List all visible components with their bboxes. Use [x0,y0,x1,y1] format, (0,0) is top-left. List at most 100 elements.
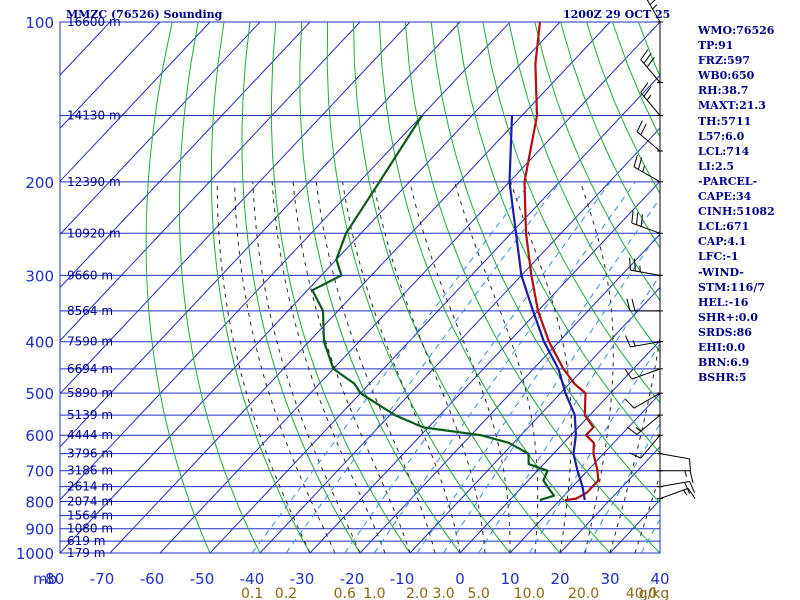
index-item: CAP:4.1 [698,235,747,249]
wind-barb-flag [626,426,638,435]
isotherm--110 [60,22,411,395]
dry-adiabat [270,22,411,553]
dry-adiabat [145,22,211,553]
index-item: LI:2.5 [698,159,735,173]
wind-barb-flag [625,398,635,409]
wind-barb-flag [687,488,696,499]
dry-adiabat [534,22,660,302]
mixing-ratio-labels: 0.1 0.2 0.6 1.0 2.0 3.0 5.0 10.0 20.0 40.0g/kg [241,586,669,600]
moist-adiabat [252,181,361,553]
wind-barb-flag [631,298,636,312]
temp-label-30: 30 [600,570,619,588]
pressure-label-300: 300 [25,267,54,285]
index-item: FRZ:597 [698,54,751,68]
wind-barb-half-flag [683,489,688,496]
wind-barb-half-flag [635,427,642,432]
isotherm--150 [60,22,211,183]
index-item: L57:6.0 [698,129,745,143]
isotherm--130 [60,22,311,289]
dry-adiabat [378,22,611,553]
wind-barb-flag [640,123,647,136]
pressure-label-200: 200 [25,174,54,192]
pressure-label-500: 500 [25,385,54,403]
wind-barb [657,480,696,494]
height-label: 14130 m [67,109,121,123]
index-item: -PARCEL- [698,174,758,188]
wind-barb [657,487,696,500]
wind-barb-flag [689,458,691,472]
stability-indices: WMO:76526 TP:91 FRZ:597 WB0:650 RH:38.7 MAXT:… [698,23,775,385]
wind-barb [625,392,663,409]
isotherm--20 [359,233,660,553]
moist-adiabat [579,181,614,553]
wind-barb [657,470,694,483]
moist-adiabat [609,181,660,553]
height-label: 179 m [67,546,105,560]
mixing-ratio-label-0.6: 0.6 [334,586,356,600]
wind-barb [629,257,663,276]
mixing-ratio-label-0.2: 0.2 [275,586,297,600]
mixing-ratio-line-0.2 [285,181,561,553]
temp-label--50: -50 [190,570,215,588]
height-label: 16600 m [67,15,121,29]
index-item: -WIND- [698,265,744,279]
wind-barb [624,368,663,380]
isotherm--190 [0,22,10,553]
pressure-grid [59,21,661,554]
isotherm--140 [60,22,261,236]
wind-barb-half-flag [632,340,636,347]
wind-barb-half-flag [684,470,687,477]
moist-adiabat [342,181,461,553]
mixing-ratio-label-5: 5.0 [467,586,489,600]
temp-label--10: -10 [390,570,415,588]
wind-barb-staff [633,392,661,409]
wind-barb-flag [634,258,636,272]
isotherm--80 [60,22,561,553]
wind-barb-flag [689,470,694,483]
temperature-trace [523,22,600,502]
mixing-ratio-line-5 [478,274,660,553]
sounding-traces [311,22,600,502]
mixing-ratio-label-40: 40.0 [626,586,657,600]
index-item: SRDS:86 [698,325,752,339]
height-label: 9660 m [67,268,113,282]
index-item: BSHR:5 [698,371,747,385]
dry-adiabat [210,22,311,553]
height-label: 7590 m [67,335,113,349]
wind-barb [633,154,663,183]
wind-barb-flag [624,335,631,348]
wind-barb-flag [640,82,649,93]
height-label: 2074 m [67,495,113,509]
index-item: STM:116/7 [698,280,765,294]
dry-adiabat [482,22,660,404]
wind-barb [626,414,663,435]
pressure-label-600: 600 [25,427,54,445]
wind-barb-flag [636,212,639,225]
height-label: 5890 m [67,386,113,400]
parcel-trace [508,115,586,501]
pressure-label-700: 700 [25,463,54,481]
moist-adiabat [409,181,511,553]
index-item: CAPE:34 [698,190,752,204]
mixing-ratio-line-20 [583,422,660,553]
isotherm-20 [559,446,660,553]
chart-title: MMZC (76526) Sounding [66,8,223,21]
mixing-ratio-label-10: 10.0 [514,586,545,600]
wind-barb-flag [643,86,652,97]
temp-label--30: -30 [290,570,315,588]
mixing-ratio-line-1 [373,181,636,553]
temp-label-40: 40 [650,570,669,588]
wind-barb [626,298,663,312]
index-item: LCL:714 [698,144,750,158]
mixing-ratio-label-20: 20.0 [568,586,599,600]
mixing-ratio-line-2 [416,197,660,553]
index-item: TP:91 [698,39,734,53]
pressure-label-1000: 1000 [16,545,54,563]
wind-barb [640,82,663,117]
index-item: CINH:51082 [698,205,775,219]
wind-barb-flag [631,210,634,224]
temp-label-0: 0 [455,570,465,588]
temp-label--20: -20 [340,570,365,588]
height-label: 12390 m [67,175,121,189]
